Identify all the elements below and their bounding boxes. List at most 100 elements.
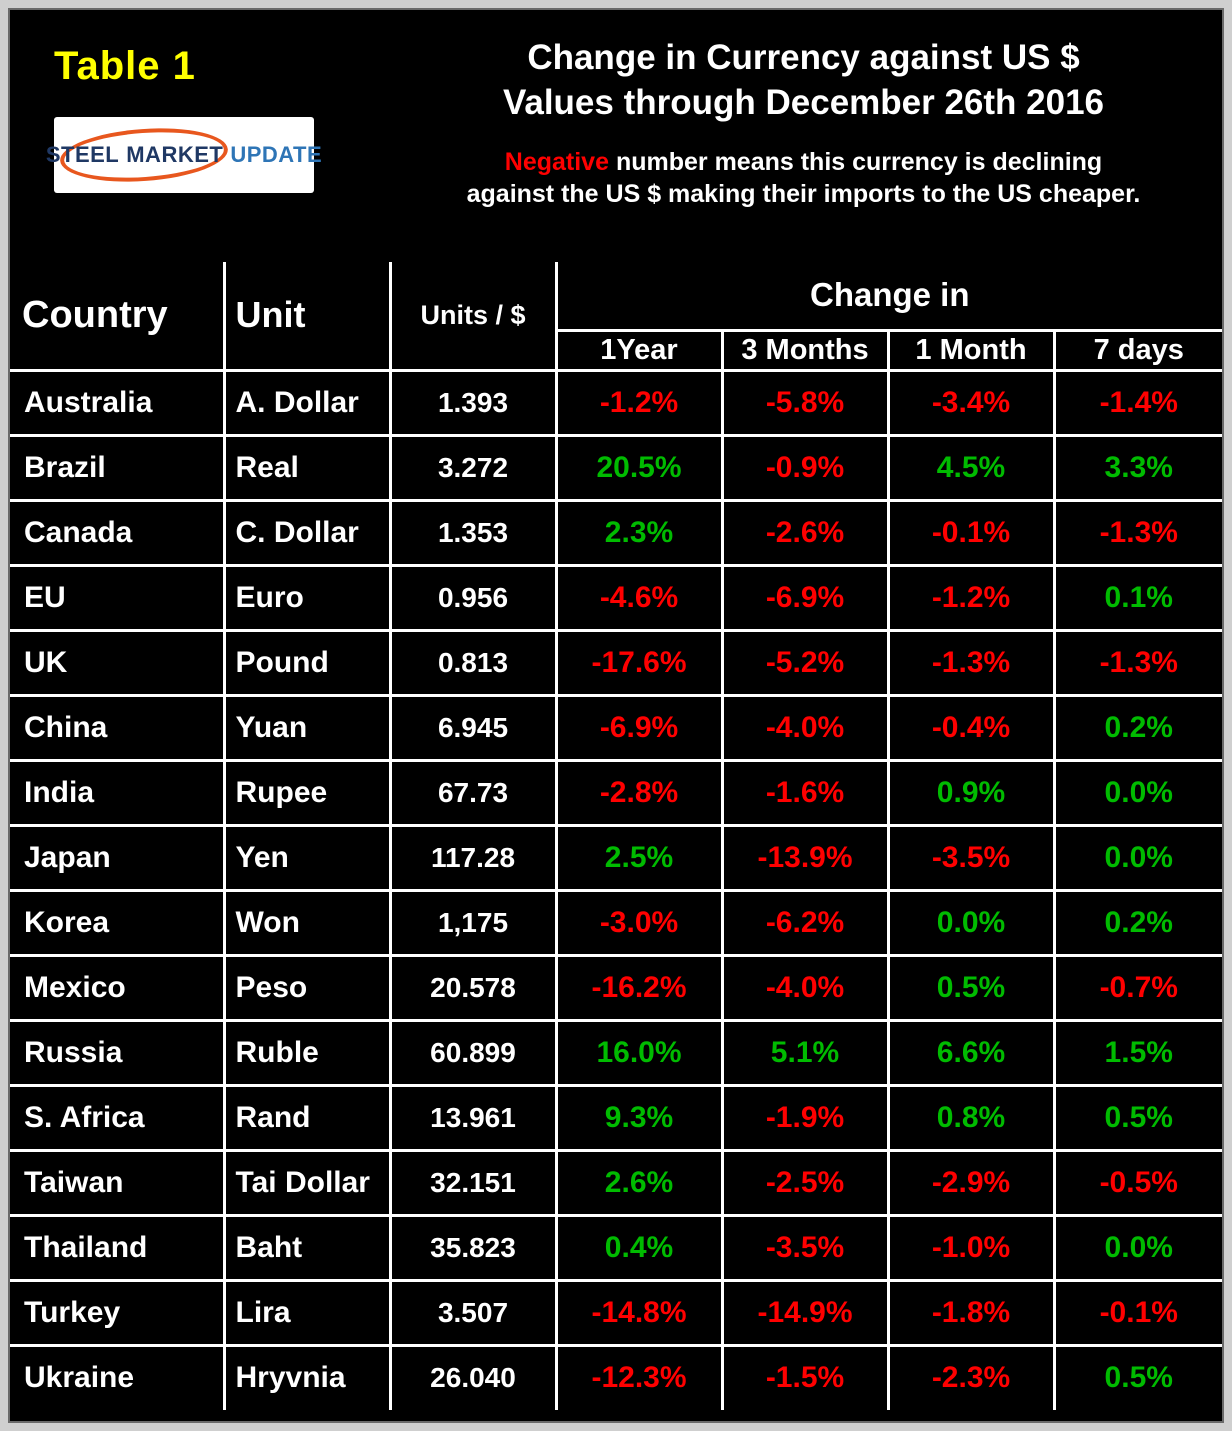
cell-change-3months: -6.2% — [720, 888, 890, 957]
header-1month: 1 Month — [886, 328, 1056, 372]
cell-change-1month: 0.9% — [886, 758, 1056, 827]
cell-change-3months: -14.9% — [720, 1278, 890, 1347]
cell-country: UK — [10, 628, 226, 697]
cell-change-1year: 16.0% — [554, 1018, 724, 1087]
cell-country: Korea — [10, 888, 226, 957]
table-row: Japan Yen 117.28 2.5% -13.9% -3.5% 0.0% — [10, 823, 1222, 892]
cell-change-7days: 0.1% — [1052, 563, 1222, 632]
cell-unit: Hryvnia — [222, 1343, 392, 1412]
cell-change-1year: -16.2% — [554, 953, 724, 1022]
cell-country: Japan — [10, 823, 226, 892]
cell-change-3months: -1.9% — [720, 1083, 890, 1152]
cell-unit: Real — [222, 433, 392, 502]
cell-change-3months: -3.5% — [720, 1213, 890, 1282]
report-canvas: Table 1 STEEL MARKET UPDATE Change in Cu… — [8, 8, 1224, 1423]
cell-country: Turkey — [10, 1278, 226, 1347]
cell-change-1month: -1.0% — [886, 1213, 1056, 1282]
cell-change-7days: 0.2% — [1052, 693, 1222, 762]
title-line-2: Values through December 26th 2016 — [502, 82, 1105, 122]
smu-logo: STEEL MARKET UPDATE — [46, 117, 322, 193]
cell-units-per-dollar: 1.353 — [388, 498, 558, 567]
cell-units-per-dollar: 67.73 — [388, 758, 558, 827]
cell-unit: Peso — [222, 953, 392, 1022]
cell-change-1month: -0.4% — [886, 693, 1056, 762]
cell-change-1year: -1.2% — [554, 368, 724, 437]
cell-change-3months: -0.9% — [720, 433, 890, 502]
page-title: Change in Currency against US $ Values t… — [395, 36, 1212, 126]
cell-country: Brazil — [10, 433, 226, 502]
cell-units-per-dollar: 0.956 — [388, 563, 558, 632]
logo-word-steel: STEEL — [45, 142, 120, 167]
cell-change-3months: -4.0% — [720, 953, 890, 1022]
cell-change-1month: -2.9% — [886, 1148, 1056, 1217]
header-7days: 7 days — [1052, 328, 1222, 372]
cell-change-1month: -0.1% — [886, 498, 1056, 567]
cell-units-per-dollar: 1,175 — [388, 888, 558, 957]
cell-change-7days: -0.5% — [1052, 1148, 1222, 1217]
cell-unit: Ruble — [222, 1018, 392, 1087]
cell-unit: Baht — [222, 1213, 392, 1282]
cell-change-7days: 0.0% — [1052, 758, 1222, 827]
table-row: Korea Won 1,175 -3.0% -6.2% 0.0% 0.2% — [10, 888, 1222, 957]
table-label: Table 1 — [54, 44, 196, 88]
cell-change-7days: 1.5% — [1052, 1018, 1222, 1087]
note-line-1-rest: number means this currency is declining — [609, 147, 1103, 176]
table-row: Turkey Lira 3.507 -14.8% -14.9% -1.8% -0… — [10, 1278, 1222, 1347]
cell-change-1year: -17.6% — [554, 628, 724, 697]
cell-change-3months: -2.5% — [720, 1148, 890, 1217]
header-right: Change in Currency against US $ Values t… — [395, 10, 1222, 262]
cell-change-1year: 9.3% — [554, 1083, 724, 1152]
cell-country: EU — [10, 563, 226, 632]
cell-change-7days: -1.3% — [1052, 628, 1222, 697]
cell-change-1year: 2.3% — [554, 498, 724, 567]
table-row: Thailand Baht 35.823 0.4% -3.5% -1.0% 0.… — [10, 1213, 1222, 1282]
cell-country: Australia — [10, 368, 226, 437]
cell-units-per-dollar: 117.28 — [388, 823, 558, 892]
cell-unit: C. Dollar — [222, 498, 392, 567]
cell-unit: Won — [222, 888, 392, 957]
cell-change-1month: 0.0% — [886, 888, 1056, 957]
header-left: Table 1 STEEL MARKET UPDATE — [10, 10, 395, 262]
cell-change-1month: -3.4% — [886, 368, 1056, 437]
table-row: S. Africa Rand 13.961 9.3% -1.9% 0.8% 0.… — [10, 1083, 1222, 1152]
cell-unit: Rand — [222, 1083, 392, 1152]
cell-change-3months: -5.2% — [720, 628, 890, 697]
cell-change-3months: -1.5% — [720, 1343, 890, 1412]
cell-unit: Pound — [222, 628, 392, 697]
table-row: Russia Ruble 60.899 16.0% 5.1% 6.6% 1.5% — [10, 1018, 1222, 1087]
cell-country: Ukraine — [10, 1343, 226, 1412]
note-line-1: Negative number means this currency is d… — [395, 146, 1212, 179]
cell-change-3months: -2.6% — [720, 498, 890, 567]
table-row: UK Pound 0.813 -17.6% -5.2% -1.3% -1.3% — [10, 628, 1222, 697]
cell-change-7days: -1.3% — [1052, 498, 1222, 567]
cell-country: S. Africa — [10, 1083, 226, 1152]
table-row: Mexico Peso 20.578 -16.2% -4.0% 0.5% -0.… — [10, 953, 1222, 1022]
cell-change-1month: 0.5% — [886, 953, 1056, 1022]
cell-country: Canada — [10, 498, 226, 567]
cell-units-per-dollar: 60.899 — [388, 1018, 558, 1087]
cell-units-per-dollar: 13.961 — [388, 1083, 558, 1152]
cell-change-1month: 0.8% — [886, 1083, 1056, 1152]
cell-change-7days: -0.1% — [1052, 1278, 1222, 1347]
table-row: Ukraine Hryvnia 26.040 -12.3% -1.5% -2.3… — [10, 1343, 1222, 1412]
cell-unit: Euro — [222, 563, 392, 632]
cell-change-1month: 6.6% — [886, 1018, 1056, 1087]
table-row: Brazil Real 3.272 20.5% -0.9% 4.5% 3.3% — [10, 433, 1222, 502]
header-change-in-group: Change in — [554, 260, 1222, 332]
logo-word-update: UPDATE — [230, 142, 323, 167]
header-1year: 1Year — [554, 328, 724, 372]
cell-change-1month: -3.5% — [886, 823, 1056, 892]
cell-unit: Yuan — [222, 693, 392, 762]
cell-change-7days: 0.5% — [1052, 1343, 1222, 1412]
cell-change-3months: -5.8% — [720, 368, 890, 437]
cell-change-7days: 3.3% — [1052, 433, 1222, 502]
cell-change-1month: 4.5% — [886, 433, 1056, 502]
cell-change-1year: 2.6% — [554, 1148, 724, 1217]
cell-change-7days: -0.7% — [1052, 953, 1222, 1022]
cell-units-per-dollar: 3.507 — [388, 1278, 558, 1347]
cell-unit: Rupee — [222, 758, 392, 827]
note-line-2: against the US $ making their imports to… — [466, 180, 1141, 209]
cell-change-1month: -1.8% — [886, 1278, 1056, 1347]
cell-country: India — [10, 758, 226, 827]
table-row: China Yuan 6.945 -6.9% -4.0% -0.4% 0.2% — [10, 693, 1222, 762]
